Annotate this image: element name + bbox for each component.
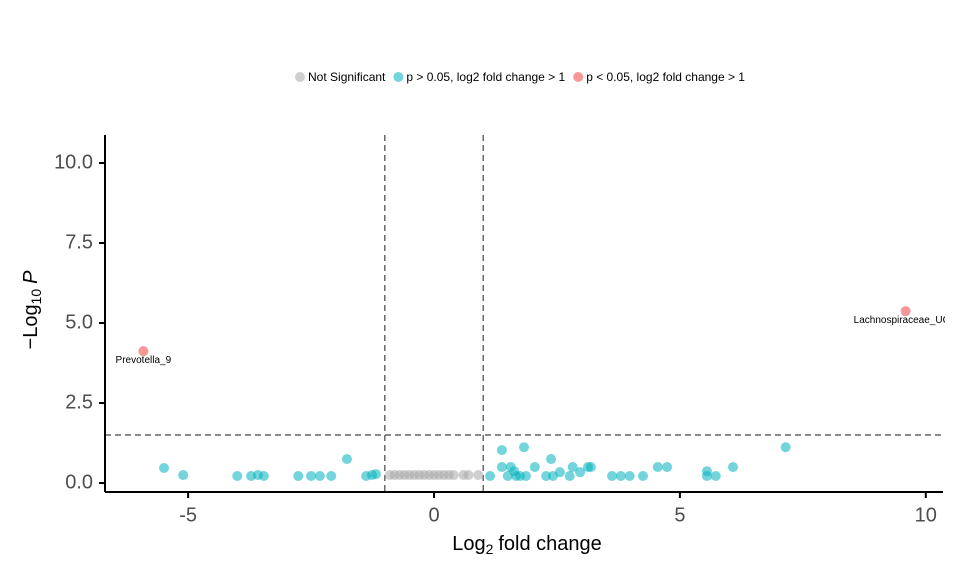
point	[728, 462, 739, 473]
point	[159, 462, 170, 473]
legend-label: Not Significant	[308, 70, 386, 84]
legend-swatch	[393, 72, 404, 82]
point	[496, 462, 507, 473]
point	[520, 470, 531, 481]
point	[341, 454, 352, 465]
point	[607, 470, 618, 481]
y-title-part: −Log	[20, 304, 42, 349]
point	[554, 467, 565, 478]
point	[546, 454, 557, 465]
x-title-sub: 2	[486, 541, 494, 557]
point	[701, 470, 712, 481]
y-tick-label: 7.5	[65, 231, 93, 253]
point-label: Prevotella_9	[116, 355, 172, 366]
y-tick-label: 0.0	[65, 471, 93, 493]
point	[258, 470, 269, 481]
x-tick-label: 0	[428, 504, 439, 526]
point	[900, 306, 911, 317]
axes: 0.0 2.5 5.0 7.5 10.0 -5 0 5 10	[54, 135, 943, 526]
point	[652, 462, 663, 473]
point	[306, 470, 317, 481]
point	[564, 470, 575, 481]
point	[473, 470, 484, 481]
point	[567, 462, 578, 473]
point	[575, 467, 586, 478]
legend: Not Significant p > 0.05, log2 fold chang…	[295, 70, 745, 84]
y-tick-label: 10.0	[54, 151, 93, 173]
legend-swatch	[573, 72, 584, 82]
point	[463, 470, 474, 481]
point	[541, 470, 552, 481]
x-title-part: Log	[452, 533, 485, 555]
point	[638, 470, 649, 481]
y-title-sub: 10	[28, 289, 44, 305]
y-tick-label: 5.0	[65, 311, 93, 333]
x-tick-label: -5	[179, 504, 197, 526]
point	[326, 470, 337, 481]
y-title-part: P	[20, 270, 42, 284]
x-axis-title: Log2 fold change	[452, 533, 602, 556]
x-title-part: fold change	[498, 533, 601, 555]
point	[624, 470, 635, 481]
point	[496, 445, 507, 456]
point	[485, 470, 496, 481]
point	[178, 470, 189, 481]
point	[232, 470, 243, 481]
point	[615, 470, 626, 481]
point	[138, 346, 149, 357]
point	[710, 470, 721, 481]
point	[780, 442, 791, 453]
legend-swatch	[295, 72, 306, 82]
point	[448, 470, 459, 481]
x-tick-label: 5	[674, 504, 685, 526]
point	[662, 462, 673, 473]
legend-label: p < 0.05, log2 fold change > 1	[586, 70, 745, 84]
point	[519, 442, 529, 453]
y-tick-label: 2.5	[65, 391, 93, 413]
point	[293, 470, 304, 481]
legend-label: p > 0.05, log2 fold change > 1	[406, 70, 565, 84]
point	[585, 462, 596, 473]
point	[370, 469, 381, 480]
point	[529, 462, 540, 473]
y-axis-title: −Log10 P	[20, 270, 43, 350]
point	[314, 470, 325, 481]
point-label: Lachnospiraceae_UCG	[854, 315, 958, 326]
plot-area: Prevotella_9 Lachnospiraceae_UCG	[105, 135, 958, 492]
x-tick-label: 10	[915, 504, 937, 526]
